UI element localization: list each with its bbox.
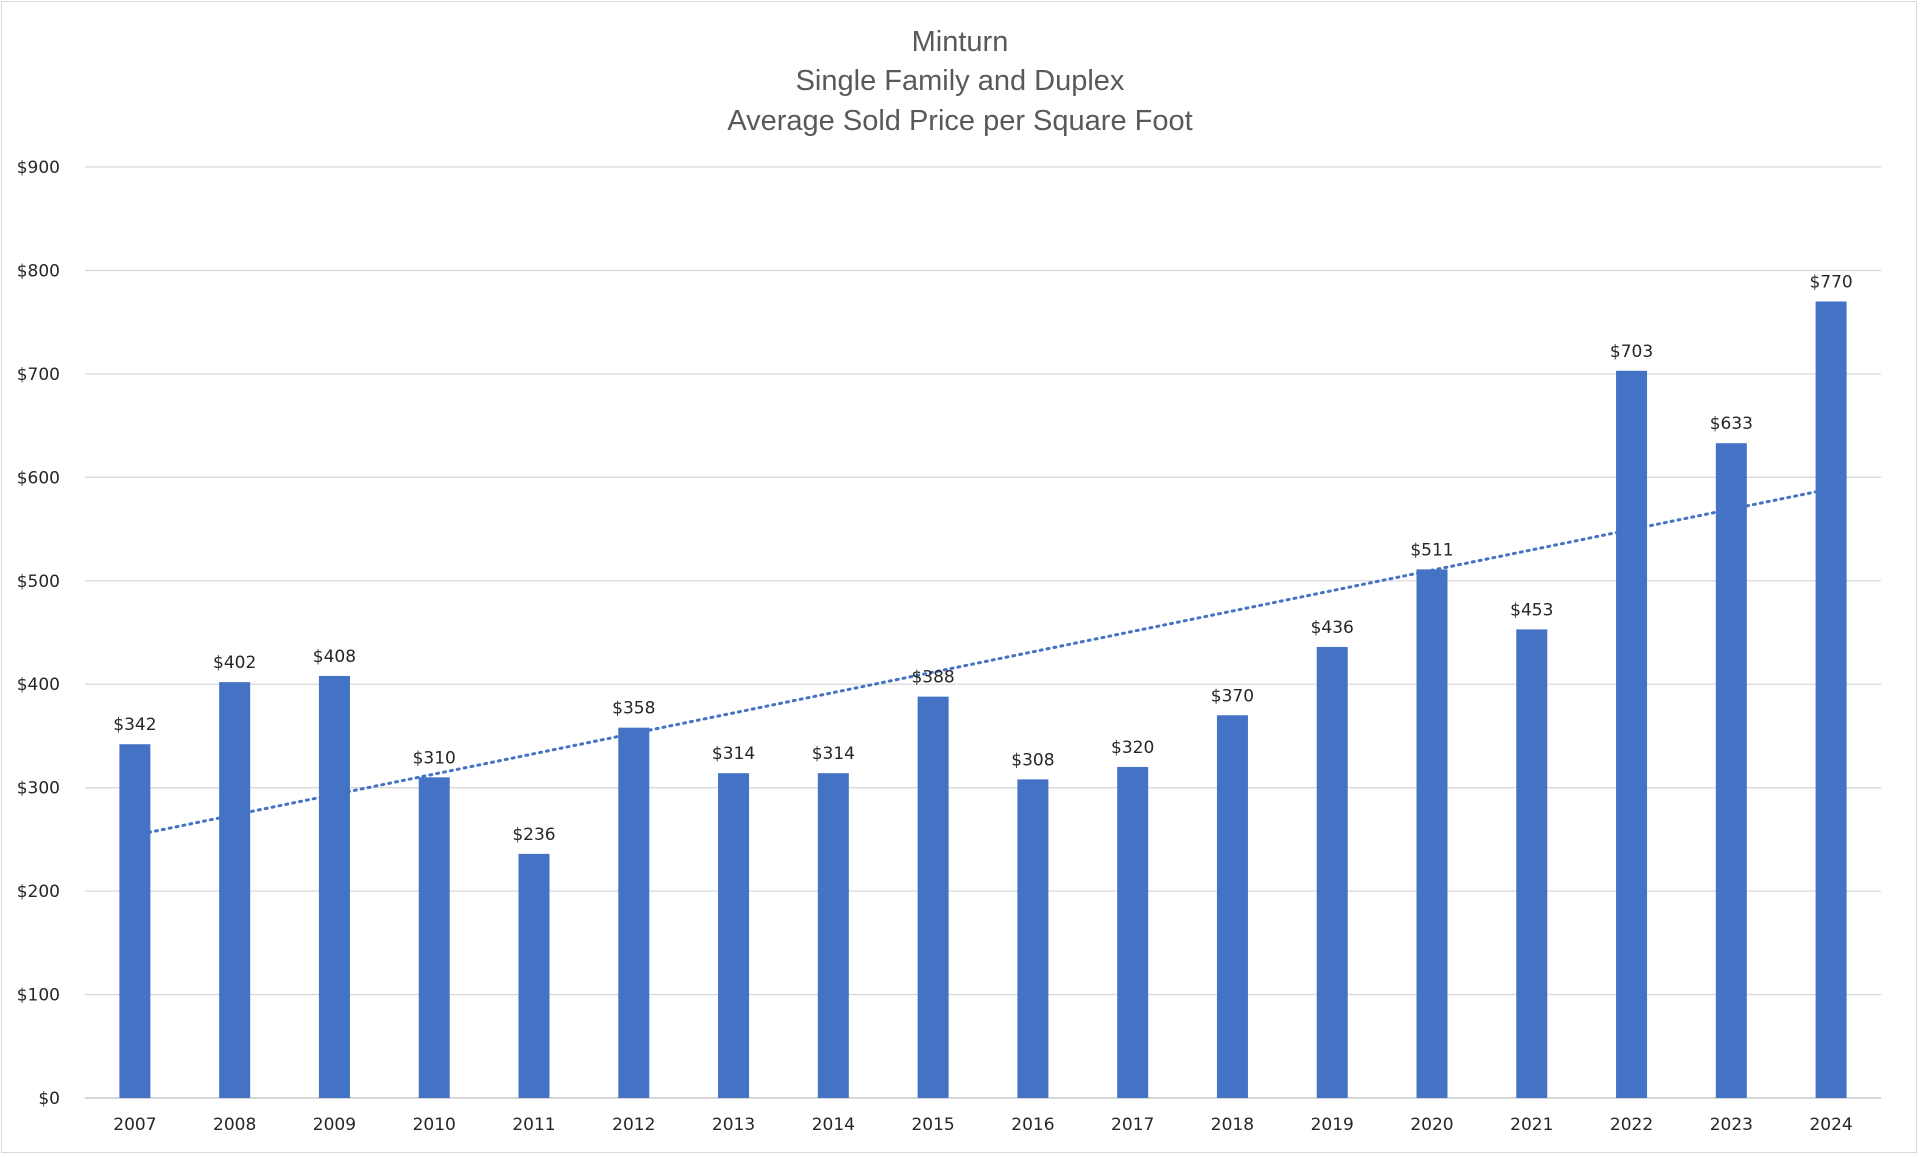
trendline-group — [133, 487, 1833, 837]
data-label-2008: $402 — [213, 653, 256, 673]
y-tick-label: $800 — [17, 261, 60, 281]
x-tick-label: 2014 — [812, 1115, 855, 1135]
data-label-2007: $342 — [113, 715, 156, 735]
data-label-2018: $370 — [1211, 686, 1254, 706]
data-label-2010: $310 — [413, 748, 456, 768]
data-label-2022: $703 — [1610, 342, 1653, 362]
x-tick-label: 2017 — [1111, 1115, 1154, 1135]
trendline — [133, 487, 1833, 837]
bar-2023 — [1715, 443, 1747, 1098]
x-tick-label: 2009 — [313, 1115, 356, 1135]
y-axis-tick-labels: $0 $100 $200 $300 $400 $500 $600 $700 $800 $900 — [17, 158, 60, 1109]
data-label-2019: $436 — [1311, 618, 1354, 638]
x-tick-label: 2019 — [1311, 1115, 1354, 1135]
y-tick-label: $500 — [17, 572, 60, 592]
bar-2021 — [1516, 629, 1548, 1098]
y-tick-label: $700 — [17, 365, 60, 385]
data-labels: $342 $402 $408 $310 $236 $358 $314 $314 $388 $308… — [113, 272, 1852, 844]
data-label-2012: $358 — [612, 699, 655, 719]
x-tick-label: 2008 — [213, 1115, 256, 1135]
bars — [119, 301, 1847, 1099]
y-tick-label: $0 — [38, 1089, 60, 1109]
data-label-2021: $453 — [1510, 600, 1553, 620]
data-label-2024: $770 — [1809, 272, 1852, 292]
bar-2008 — [219, 682, 251, 1098]
bar-2017 — [1117, 766, 1149, 1098]
bar-2009 — [318, 675, 350, 1098]
bar-2010 — [418, 777, 450, 1098]
y-tick-label: $100 — [17, 986, 60, 1006]
x-tick-label: 2011 — [512, 1115, 555, 1135]
bar-2011 — [518, 853, 550, 1098]
data-label-2013: $314 — [712, 744, 755, 764]
chart-title: Minturn Single Family and Duplex Average… — [727, 26, 1192, 137]
bar-2020 — [1416, 569, 1448, 1098]
x-tick-label: 2015 — [911, 1115, 954, 1135]
data-label-2009: $408 — [313, 647, 356, 667]
bar-2007 — [119, 744, 151, 1098]
chart-title-line-3: Average Sold Price per Square Foot — [727, 105, 1192, 137]
bar-2024 — [1815, 301, 1847, 1098]
data-label-2020: $511 — [1410, 540, 1453, 560]
chart-title-line-1: Minturn — [912, 26, 1009, 58]
data-label-2014: $314 — [812, 744, 855, 764]
data-label-2011: $236 — [512, 825, 555, 845]
y-tick-label: $200 — [17, 882, 60, 902]
bar-2016 — [1017, 779, 1049, 1098]
y-tick-label: $600 — [17, 468, 60, 488]
y-tick-label: $900 — [17, 158, 60, 178]
x-tick-label: 2013 — [712, 1115, 755, 1135]
bar-2012 — [618, 727, 650, 1098]
data-label-2015: $388 — [911, 668, 954, 688]
bar-2022 — [1616, 370, 1648, 1099]
x-tick-label: 2021 — [1510, 1115, 1553, 1135]
x-tick-label: 2024 — [1809, 1115, 1852, 1135]
x-tick-label: 2010 — [413, 1115, 456, 1135]
x-axis-tick-labels: 2007 2008 2009 2010 2011 2012 2013 2014 2015 2016… — [113, 1115, 1852, 1135]
data-label-2016: $308 — [1011, 750, 1054, 770]
x-tick-label: 2007 — [113, 1115, 156, 1135]
bar-2015 — [917, 696, 949, 1098]
y-tick-label: $400 — [17, 675, 60, 695]
x-tick-label: 2022 — [1610, 1115, 1653, 1135]
x-tick-label: 2016 — [1011, 1115, 1054, 1135]
x-tick-label: 2023 — [1710, 1115, 1753, 1135]
bar-2019 — [1316, 646, 1348, 1098]
gridlines — [85, 166, 1881, 1099]
y-tick-label: $300 — [17, 779, 60, 799]
bar-2013 — [718, 773, 750, 1098]
data-label-2017: $320 — [1111, 738, 1154, 758]
bar-2018 — [1216, 715, 1248, 1098]
bar-2014 — [817, 773, 849, 1098]
x-tick-label: 2012 — [612, 1115, 655, 1135]
x-tick-label: 2018 — [1211, 1115, 1254, 1135]
data-label-2023: $633 — [1710, 414, 1753, 434]
chart-title-line-2: Single Family and Duplex — [796, 65, 1125, 97]
x-tick-label: 2020 — [1410, 1115, 1453, 1135]
